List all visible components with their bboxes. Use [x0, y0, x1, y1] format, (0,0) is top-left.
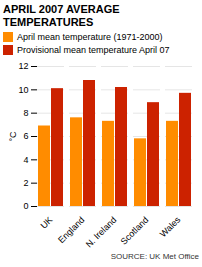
html-text:April mean temperature (1971-2: April mean temperature (1971-2000) — [17, 32, 163, 42]
svg-text:8: 8 — [23, 108, 28, 118]
svg-text:N. Ireland: N. Ireland — [84, 215, 119, 250]
html-text:Provisional mean temperature A: Provisional mean temperature April 07 — [17, 45, 170, 55]
svg-text:4: 4 — [23, 155, 28, 165]
html-text:SOURCE: UK Met Office: SOURCE: UK Met Office — [110, 252, 199, 261]
svg-text:Wales: Wales — [158, 214, 183, 239]
svg-text:2: 2 — [23, 178, 28, 188]
svg-text:UK: UK — [39, 215, 55, 231]
svg-text:°C: °C — [8, 131, 18, 142]
svg-text:Scotland: Scotland — [119, 215, 151, 247]
svg-text:England: England — [56, 215, 86, 245]
html-text:APRIL 2007 AVERAGE TEMPERATURE: APRIL 2007 AVERAGE TEMPERATURES — [3, 3, 120, 28]
svg-text:12: 12 — [18, 61, 28, 71]
svg-text:6: 6 — [23, 131, 28, 141]
svg-text:10: 10 — [18, 85, 28, 95]
svg-text:0: 0 — [23, 201, 28, 211]
